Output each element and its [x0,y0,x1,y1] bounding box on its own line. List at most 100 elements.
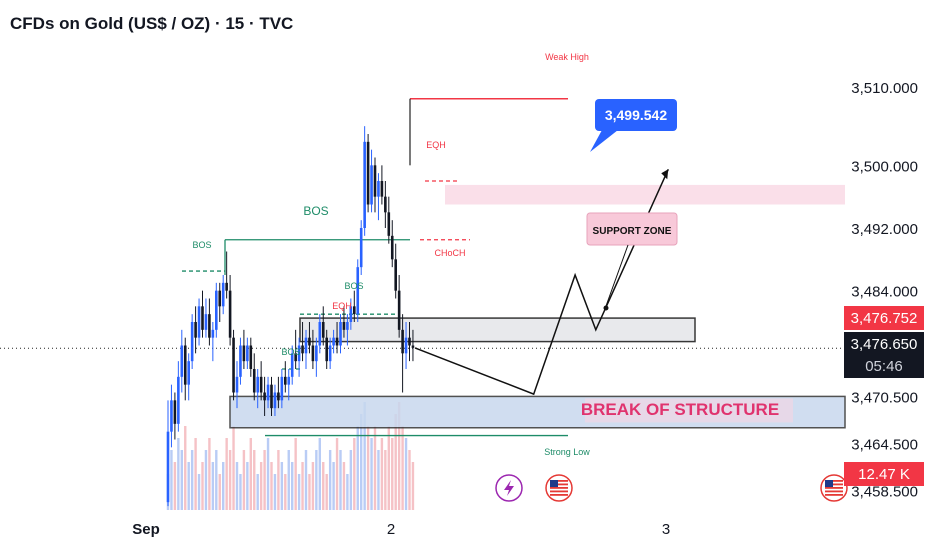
volume-bar [180,450,183,510]
bos-left-label: BOS [192,240,211,250]
bos-mid-label: BOS [344,281,363,291]
eqh-mid-label: EQH [332,301,352,311]
volume-bar [208,438,211,510]
candle-body [270,384,273,409]
candle-body [328,345,332,362]
volume-bar [190,450,194,510]
target-label: 3,499.542 [605,107,667,123]
volume-bar [232,426,235,510]
candle-body [311,345,315,362]
volume-bar [194,438,197,510]
supply-zone [445,184,845,205]
volume-bar [249,438,252,510]
eqh-top-label: EQH [426,140,446,150]
candle-body [187,361,190,385]
candle-body [304,337,308,354]
candle-body [315,345,318,362]
flag-stripe [825,487,843,489]
candle-body [201,306,204,330]
candle-body [366,141,370,205]
volume-bar [387,426,390,510]
volume-bar [384,450,387,510]
x-tick-label: 3 [662,521,670,538]
y-tick-label: 3,464.500 [851,436,918,453]
volume-bar [380,438,384,510]
volume-bar [235,462,239,510]
volume-bar [397,402,401,510]
volume-bar [201,462,204,510]
target-callout-pointer [590,130,618,152]
volume-bar [342,462,346,510]
candle-body [290,353,294,377]
volume-bar [228,450,232,510]
candle-body [197,306,201,338]
volume-bar [308,474,311,510]
candle-body [353,306,356,315]
candle-body [404,337,408,354]
volume-bar [280,462,284,510]
candle-body [246,345,249,362]
volume-bar [339,450,342,510]
volume-bar [211,462,215,510]
y-tick-label: 3,470.500 [851,389,918,406]
flag-stripe [550,487,568,489]
candle-body [177,376,180,424]
countdown-tag: 05:46 [844,354,924,378]
y-tick-label: 3,500.000 [851,158,918,175]
candle-body [377,181,380,197]
y-tick-label: 3,458.500 [851,483,918,500]
flag-stripe [550,490,568,493]
candle-body [280,376,284,401]
volume-bar [284,474,287,510]
volume-bar [318,438,321,510]
candle-body [335,337,339,346]
current-price-tag: 3,476.650 [844,332,924,356]
volume-bar [360,414,363,510]
volume-bar [287,450,290,510]
candle-body [273,392,277,409]
support-zone [299,317,696,343]
volume-bar [349,450,353,510]
candle-body [408,337,411,346]
volume-bar [277,450,280,510]
candle-body [263,392,266,401]
candle-body [190,322,194,362]
volume-bar [294,438,297,510]
volume-bar [246,462,249,510]
volume-bar [263,450,266,510]
candle-body [170,400,173,432]
volume-bar [311,462,315,510]
flag-stripe [825,480,843,482]
volume-bar [394,414,397,510]
candle-body [332,337,335,346]
volume-bar [173,462,177,510]
support-callout-dot [603,305,609,311]
candle-body [287,376,291,385]
candle-body [294,353,297,362]
candle-body [259,376,263,393]
choch-label: CHoCH [434,248,465,258]
volume-bar [322,462,325,510]
last-price-tag: 3,476.752 [844,306,924,330]
volume-bar [291,462,294,510]
volume-bar [197,474,201,510]
bos-big-label: BOS [303,204,328,218]
volume-bar [266,438,270,510]
break-structure-label-bg [585,398,793,423]
volume-bar [270,462,273,510]
candle-body [204,314,208,330]
bos-low-label: BOS [281,347,300,357]
candle-body [321,322,325,338]
candle-body [363,141,366,228]
candle-body [183,345,187,385]
flag-canton [550,480,558,487]
candle-body [297,345,301,362]
volume-bar [404,438,408,510]
candle-body [225,282,228,291]
candle-body [252,369,256,393]
volume-bar [370,438,373,510]
candle-body [235,376,239,393]
volume-bar [170,450,173,510]
